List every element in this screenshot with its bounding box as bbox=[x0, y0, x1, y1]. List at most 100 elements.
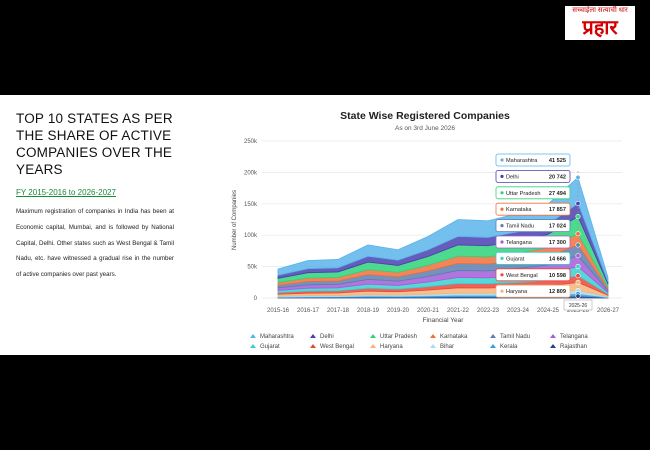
tooltip-box bbox=[495, 169, 571, 183]
tooltip: Maharashtra 41 525 bbox=[495, 153, 571, 167]
tooltip: Tamil Nadu 17 024 bbox=[495, 219, 571, 233]
tooltip: Telangana 17 300 bbox=[495, 235, 571, 249]
tooltip-box bbox=[495, 219, 571, 233]
point bbox=[575, 264, 581, 270]
tooltip-name: West Bengal bbox=[506, 273, 538, 279]
x-tick-label: 2017-18 bbox=[327, 308, 350, 314]
tooltip-box bbox=[495, 251, 571, 265]
tooltip-box bbox=[495, 153, 571, 167]
point bbox=[575, 231, 581, 237]
x-tick-label: 2022-23 bbox=[477, 308, 500, 314]
tooltip-box bbox=[495, 284, 571, 298]
point bbox=[575, 174, 581, 180]
legend-label: Karnataka bbox=[440, 334, 468, 340]
tooltip-value: 12 809 bbox=[549, 289, 566, 295]
tooltip-box bbox=[495, 268, 571, 282]
logo[interactable]: सच्चाईला सत्याची धार प्रहार bbox=[565, 6, 635, 40]
x-tick-label: 2025-26 bbox=[567, 308, 590, 314]
tooltip: Delhi 20 742 bbox=[495, 169, 571, 183]
legend-label: Kerala bbox=[500, 344, 518, 350]
area bbox=[277, 176, 609, 283]
legend-label: Telangana bbox=[560, 334, 588, 340]
tooltip-value: 41 525 bbox=[549, 158, 566, 164]
point bbox=[575, 253, 581, 259]
x-tick-label: 2024-25 bbox=[537, 308, 560, 314]
x-tick-label: 2020-21 bbox=[417, 308, 440, 314]
legend-icon bbox=[250, 334, 256, 338]
y-tick-label: 100k bbox=[244, 233, 258, 239]
tooltip-value: 14 666 bbox=[549, 256, 566, 262]
tooltip-value: 17 024 bbox=[549, 224, 567, 230]
point bbox=[575, 200, 581, 206]
tooltip-value: 10 598 bbox=[549, 273, 566, 279]
tooltip-name: Karnataka bbox=[506, 207, 532, 213]
chart-title: State Wise Registered Companies bbox=[340, 110, 510, 122]
tooltip-dot bbox=[500, 207, 504, 211]
legend-label: Delhi bbox=[320, 334, 334, 340]
tooltip-dot bbox=[500, 158, 504, 162]
tooltip-box bbox=[495, 186, 571, 200]
legend-label: Haryana bbox=[380, 344, 403, 350]
tooltip-dot bbox=[500, 256, 504, 260]
legend-icon bbox=[430, 334, 436, 338]
tooltip-value: 17 300 bbox=[549, 240, 566, 246]
tooltip-dot bbox=[500, 174, 504, 178]
legend-icon bbox=[370, 334, 376, 338]
tooltip-value: 27 494 bbox=[549, 191, 567, 197]
tooltip: Haryana 12 809 bbox=[495, 284, 571, 298]
crosshair-label: 2025-26 bbox=[569, 303, 588, 309]
tooltip: Uttar Pradesh 27 494 bbox=[495, 186, 571, 200]
legend-icon bbox=[490, 344, 496, 348]
tooltip-dot bbox=[500, 224, 504, 228]
legend-icon bbox=[250, 344, 256, 348]
tooltip-dot bbox=[500, 191, 504, 195]
period-link[interactable]: FY 2015-2016 to 2026-2027 bbox=[16, 188, 116, 197]
tooltip: Gujarat 14 666 bbox=[495, 251, 571, 265]
y-axis-title: Number of Companies bbox=[232, 190, 238, 250]
tooltip: West Bengal 10 598 bbox=[495, 268, 571, 282]
tooltip-box bbox=[495, 202, 571, 216]
x-tick-label: 2018-19 bbox=[357, 308, 380, 314]
tooltip-name: Gujarat bbox=[506, 256, 525, 262]
tooltip-name: Delhi bbox=[506, 174, 519, 180]
legend-label: Uttar Pradesh bbox=[380, 334, 417, 340]
y-tick-label: 150k bbox=[244, 202, 258, 208]
tooltip-name: Maharashtra bbox=[506, 158, 538, 164]
point bbox=[575, 242, 581, 248]
x-axis-title: Financial Year bbox=[423, 317, 465, 324]
tooltip-dot bbox=[500, 240, 504, 244]
crosshair-label-box bbox=[563, 299, 593, 311]
article-body: Maximum registration of companies in Ind… bbox=[16, 208, 174, 279]
point bbox=[575, 293, 581, 299]
y-tick-label: 250k bbox=[244, 139, 258, 145]
legend-label: Bihar bbox=[440, 344, 454, 350]
tooltip-name: Tamil Nadu bbox=[506, 224, 534, 230]
point bbox=[575, 273, 581, 279]
tooltip-value: 17 857 bbox=[549, 207, 566, 213]
logo-tagline: सच्चाईला सत्याची धार bbox=[572, 7, 628, 14]
x-tick-label: 2023-24 bbox=[507, 308, 530, 314]
legend-icon bbox=[430, 344, 436, 348]
tooltip-dot bbox=[500, 273, 504, 277]
legend-icon bbox=[310, 344, 316, 348]
x-tick-label: 2016-17 bbox=[297, 308, 320, 314]
x-tick-label: 2021-22 bbox=[447, 308, 470, 314]
y-tick-label: 0 bbox=[254, 296, 258, 302]
x-tick-label: 2026-27 bbox=[597, 308, 620, 314]
legend-icon bbox=[550, 334, 556, 338]
tooltip-box bbox=[495, 235, 571, 249]
legend-icon bbox=[490, 334, 496, 338]
tooltip: Karnataka 17 857 bbox=[495, 202, 571, 216]
tooltip-value: 20 742 bbox=[549, 174, 566, 180]
legend-label: Tamil Nadu bbox=[500, 334, 530, 340]
article-title: TOP 10 STATES AS PER THE SHARE OF ACTIVE… bbox=[16, 111, 173, 177]
legend-icon bbox=[310, 334, 316, 338]
legend-label: West Bengal bbox=[320, 344, 354, 350]
y-tick-label: 200k bbox=[244, 170, 258, 176]
point bbox=[575, 214, 581, 220]
logo-text: प्रहार bbox=[582, 15, 618, 39]
x-tick-label: 2015-16 bbox=[267, 308, 290, 314]
tooltip-name: Haryana bbox=[506, 289, 528, 295]
